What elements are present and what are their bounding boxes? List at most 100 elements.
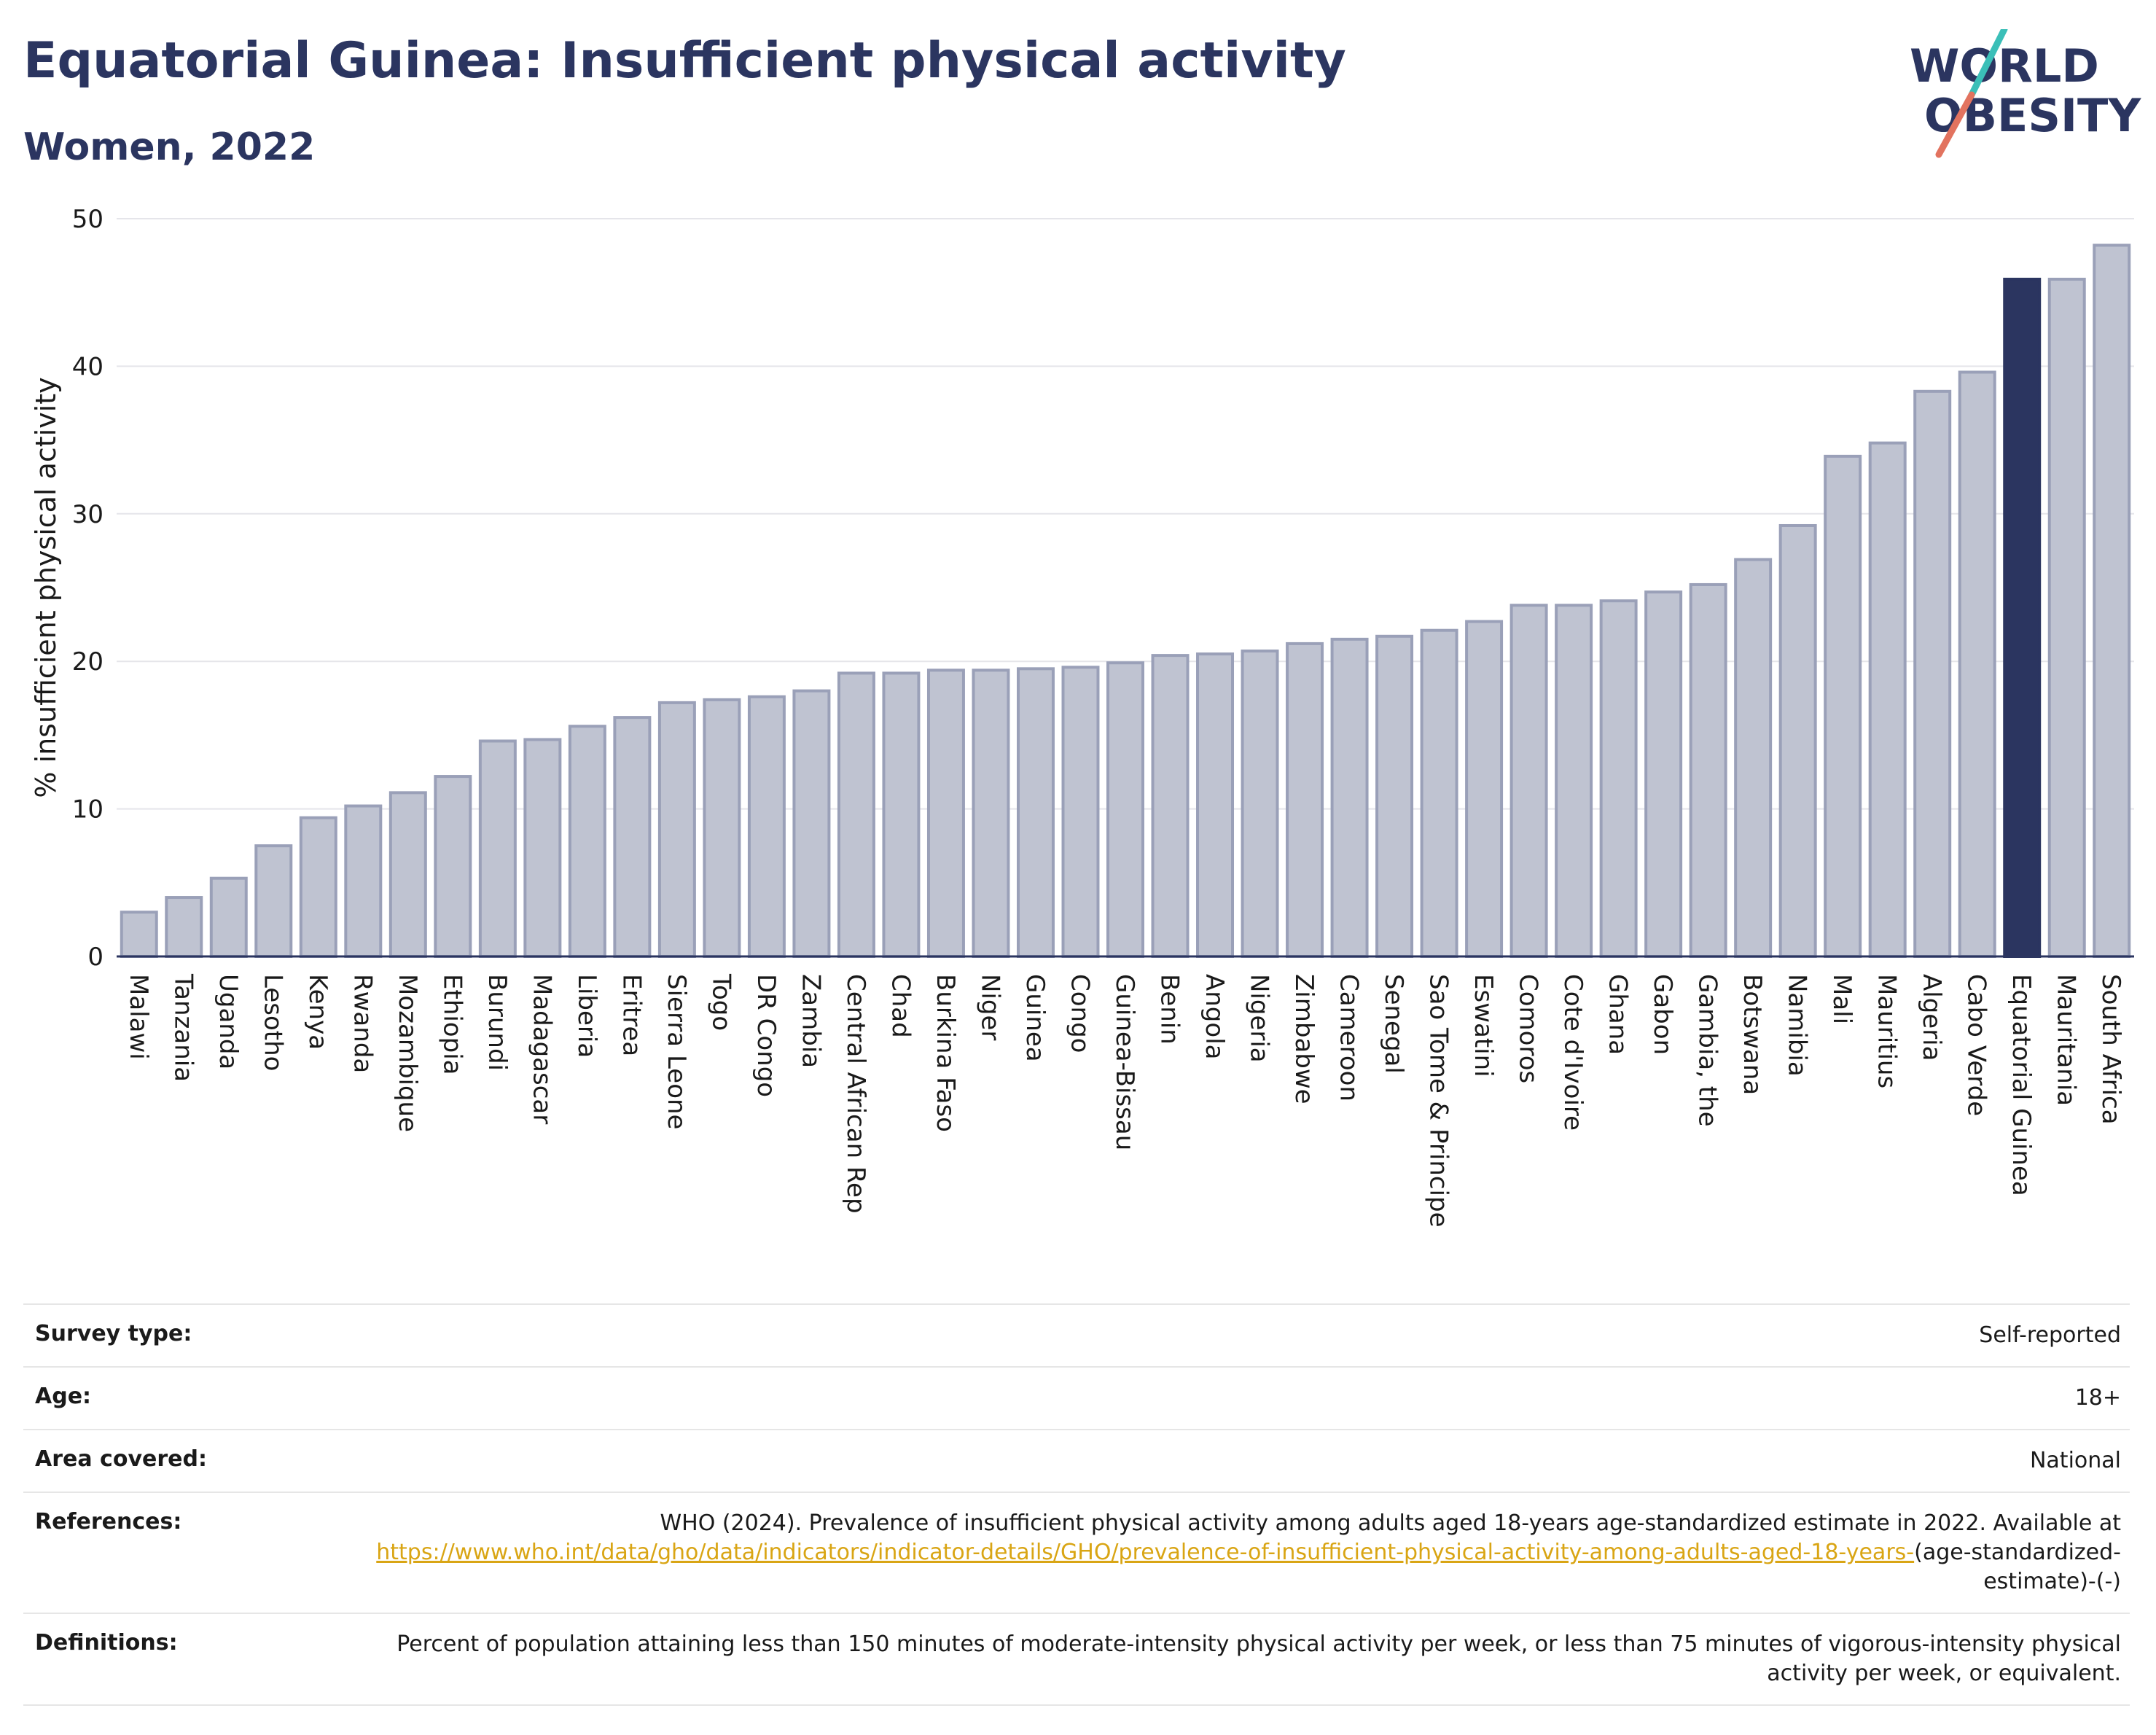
bar[interactable] — [613, 716, 652, 958]
x-tick-label: Ghana — [1604, 974, 1633, 1055]
x-tick-label: Namibia — [1783, 974, 1812, 1077]
bar[interactable] — [1555, 604, 1593, 959]
bar[interactable] — [1196, 652, 1235, 959]
bar[interactable] — [1824, 454, 1862, 958]
bar[interactable] — [1286, 642, 1324, 958]
bar[interactable] — [837, 671, 875, 959]
x-tick-label: Tanzania — [168, 973, 198, 1082]
x-tick-label: Malawi — [124, 974, 153, 1060]
info-row: Survey type: Self-reported — [23, 1303, 2130, 1367]
bar[interactable] — [1061, 666, 1100, 959]
bar[interactable] — [478, 739, 517, 958]
bar[interactable] — [1106, 661, 1144, 958]
x-tick-label: Lesotho — [258, 974, 287, 1071]
info-row: Area covered: National — [23, 1429, 2130, 1492]
x-tick-label: Guinea-Bissau — [1110, 974, 1139, 1150]
bar[interactable] — [1599, 599, 1638, 958]
x-tick-label: Uganda — [214, 974, 243, 1069]
info-row: Age: 18+ — [23, 1366, 2130, 1430]
bar[interactable] — [1465, 620, 1504, 958]
bar[interactable] — [254, 844, 293, 958]
bar[interactable] — [1958, 370, 1996, 959]
bar[interactable] — [972, 668, 1010, 958]
page-title: Equatorial Guinea: Insufficient physical… — [23, 32, 1346, 90]
bar[interactable] — [523, 738, 562, 958]
y-tick-label: 50 — [72, 205, 103, 234]
x-tick-label: Cameroon — [1335, 974, 1364, 1102]
x-tick-label: Rwanda — [348, 974, 377, 1073]
bar[interactable] — [882, 671, 921, 959]
logo-text-world: WORLD — [1910, 39, 2099, 93]
bar[interactable] — [1689, 582, 1727, 959]
bar[interactable] — [388, 791, 427, 959]
bar[interactable] — [1330, 637, 1369, 959]
bar[interactable] — [1241, 650, 1279, 958]
x-tick-label: Equatorial Guinea — [2007, 974, 2036, 1196]
bar[interactable] — [568, 725, 606, 958]
bar[interactable] — [1734, 558, 1773, 958]
bars — [120, 243, 2131, 959]
y-axis-label: % insufficient physical activity — [30, 377, 62, 798]
x-tick-label: Togo — [706, 973, 735, 1031]
bar[interactable] — [1868, 441, 1907, 958]
info-label: Definitions: — [23, 1613, 350, 1706]
x-tick-label: Mozambique — [393, 974, 422, 1132]
bar[interactable] — [299, 816, 337, 959]
bar[interactable] — [165, 896, 203, 959]
info-label: Survey type: — [23, 1303, 350, 1367]
x-tick-label: Cabo Verde — [1962, 974, 1991, 1116]
reference-link[interactable]: https://www.who.int/data/gho/data/indica… — [376, 1540, 1915, 1565]
bar[interactable] — [120, 911, 158, 959]
bar[interactable] — [1375, 634, 1414, 958]
bar[interactable] — [2093, 243, 2131, 958]
page-subtitle: Women, 2022 — [23, 125, 316, 169]
x-tick-label: Ethiopia — [437, 974, 466, 1075]
info-value: WHO (2024). Prevalence of insufficient p… — [350, 1492, 2130, 1613]
bar[interactable] — [1778, 523, 1817, 958]
bar[interactable] — [2047, 277, 2086, 958]
world-obesity-logo: WORLD OBESITY — [1910, 29, 2141, 158]
bar[interactable] — [1151, 654, 1190, 958]
x-tick-label: DR Congo — [751, 974, 781, 1097]
bar[interactable] — [657, 701, 696, 958]
x-tick-label: Gabon — [1648, 974, 1677, 1055]
info-table: Survey type: Self-reported Age: 18+ Area cov… — [23, 1303, 2130, 1706]
x-tick-label: Burkina Faso — [931, 974, 960, 1132]
bar[interactable] — [1420, 628, 1458, 958]
x-tick-label: Gambia, the — [1693, 974, 1722, 1127]
bar[interactable] — [209, 876, 248, 959]
info-value: Self-reported — [350, 1303, 2130, 1367]
bar[interactable] — [792, 689, 831, 958]
bar[interactable] — [1644, 590, 1683, 959]
bar[interactable] — [434, 775, 472, 959]
info-label: References: — [23, 1492, 350, 1613]
x-tick-label: Zimbabwe — [1289, 974, 1319, 1104]
bar[interactable] — [1509, 604, 1548, 959]
bar[interactable] — [703, 698, 741, 958]
info-row: References: WHO (2024). Prevalence of ins… — [23, 1492, 2130, 1613]
x-tick-label: Algeria — [1917, 974, 1946, 1061]
bar[interactable] — [926, 668, 965, 958]
x-tick-label: Comoros — [1514, 974, 1543, 1083]
x-tick-label: Senegal — [1379, 974, 1408, 1074]
info-label: Age: — [23, 1366, 350, 1430]
x-tick-label: Mauritania — [2052, 974, 2081, 1106]
x-tick-label: Botswana — [1738, 974, 1767, 1095]
y-tick-label: 20 — [72, 647, 103, 677]
x-axis-labels: Malawi Tanzania Uganda Lesotho Kenya Rwanda Mo… — [124, 973, 2125, 1228]
x-tick-label: Sao Tome & Principe — [1424, 974, 1453, 1228]
x-tick-label: Nigeria — [1245, 974, 1274, 1063]
info-value-text: WHO (2024). Prevalence of insufficient p… — [660, 1510, 2121, 1536]
x-tick-label: Mauritius — [1872, 974, 1902, 1088]
bar[interactable] — [1016, 667, 1055, 958]
bar[interactable] — [1913, 389, 1952, 958]
bar[interactable] — [344, 804, 383, 958]
x-tick-label: Congo — [1065, 974, 1094, 1053]
x-tick-label: Zambia — [796, 974, 825, 1068]
info-value-text: Self-reported — [1979, 1322, 2121, 1348]
info-row: Definitions: Percent of population attain… — [23, 1613, 2130, 1706]
y-tick-label: 40 — [72, 352, 103, 381]
bar[interactable] — [2003, 277, 2042, 958]
bar[interactable] — [747, 695, 786, 958]
x-tick-label: Kenya — [303, 974, 332, 1050]
